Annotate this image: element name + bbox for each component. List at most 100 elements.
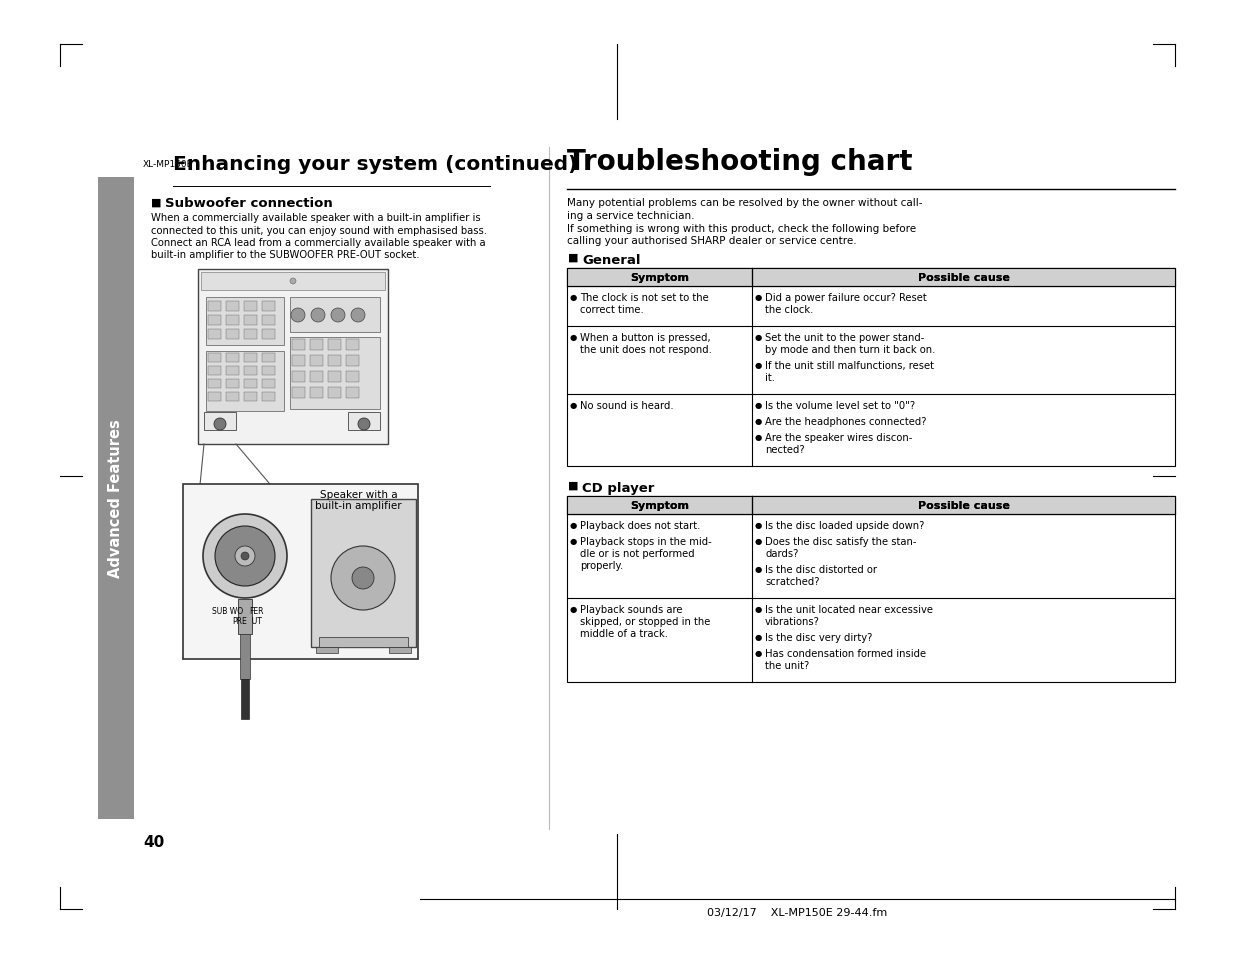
Text: ●: ●: [755, 648, 762, 658]
Bar: [567, 269, 1174, 287]
Bar: [346, 388, 359, 398]
Bar: [245, 315, 257, 326]
Bar: [226, 354, 240, 363]
Text: Has condensation formed inside: Has condensation formed inside: [764, 648, 926, 659]
Bar: [207, 393, 221, 401]
Circle shape: [351, 309, 366, 323]
Bar: [346, 355, 359, 367]
Bar: [567, 497, 1174, 515]
Bar: [567, 269, 1174, 287]
Text: Advanced Features: Advanced Features: [109, 419, 124, 578]
Text: CD player: CD player: [582, 481, 655, 495]
Text: Does the disc satisfy the stan-: Does the disc satisfy the stan-: [764, 537, 916, 546]
Text: ●: ●: [755, 333, 762, 341]
Bar: [201, 273, 385, 291]
Bar: [183, 484, 417, 659]
Bar: [98, 178, 135, 820]
Bar: [290, 337, 380, 410]
Circle shape: [203, 515, 287, 598]
Text: ●: ●: [755, 360, 762, 370]
Bar: [291, 339, 305, 351]
Text: ●: ●: [571, 604, 577, 614]
Text: Enhancing your system (continued): Enhancing your system (continued): [173, 154, 578, 173]
Bar: [290, 297, 380, 333]
Text: calling your authorised SHARP dealer or service centre.: calling your authorised SHARP dealer or …: [567, 236, 857, 246]
Text: Is the volume level set to "0"?: Is the volume level set to "0"?: [764, 400, 915, 411]
Bar: [329, 388, 341, 398]
Text: Possible cause: Possible cause: [918, 273, 1009, 283]
Text: Possible cause: Possible cause: [918, 500, 1009, 511]
Circle shape: [352, 567, 374, 589]
Text: ●: ●: [755, 400, 762, 410]
Bar: [262, 379, 275, 389]
Bar: [291, 372, 305, 382]
Text: ■: ■: [151, 198, 162, 208]
Text: connected to this unit, you can enjoy sound with emphasised bass.: connected to this unit, you can enjoy so…: [151, 225, 487, 235]
Text: XL-MP150E: XL-MP150E: [143, 160, 193, 169]
Bar: [348, 413, 380, 431]
Bar: [262, 367, 275, 375]
Bar: [329, 372, 341, 382]
Text: Is the disc loaded upside down?: Is the disc loaded upside down?: [764, 520, 924, 531]
Text: Is the disc very dirty?: Is the disc very dirty?: [764, 633, 872, 642]
Bar: [207, 379, 221, 389]
Text: Speaker with a: Speaker with a: [320, 490, 398, 499]
Bar: [207, 330, 221, 339]
Text: FER: FER: [249, 606, 263, 616]
Text: Is the disc distorted or: Is the disc distorted or: [764, 564, 877, 575]
Bar: [207, 354, 221, 363]
Text: ●: ●: [755, 293, 762, 302]
Text: properly.: properly.: [580, 560, 624, 571]
Text: Did a power failure occur? Reset: Did a power failure occur? Reset: [764, 293, 926, 303]
Text: Playback sounds are: Playback sounds are: [580, 604, 683, 615]
Bar: [311, 499, 416, 647]
Text: When a button is pressed,: When a button is pressed,: [580, 333, 710, 343]
Text: ●: ●: [571, 400, 577, 410]
Text: ●: ●: [571, 537, 577, 545]
Text: the unit?: the unit?: [764, 660, 809, 670]
Bar: [310, 355, 324, 367]
Text: Symptom: Symptom: [630, 500, 689, 511]
Text: Connect an RCA lead from a commercially available speaker with a: Connect an RCA lead from a commercially …: [151, 237, 485, 248]
Text: Possible cause: Possible cause: [918, 500, 1009, 511]
Bar: [310, 388, 324, 398]
Bar: [389, 647, 411, 654]
Text: Symptom: Symptom: [630, 273, 689, 283]
Bar: [245, 379, 257, 389]
Text: the unit does not respond.: the unit does not respond.: [580, 345, 711, 355]
Bar: [310, 372, 324, 382]
Bar: [567, 497, 1174, 515]
Bar: [207, 315, 221, 326]
Bar: [567, 497, 1174, 682]
Text: Troubleshooting chart: Troubleshooting chart: [567, 148, 913, 175]
Bar: [240, 635, 249, 679]
Text: PRE: PRE: [232, 617, 247, 625]
Text: If something is wrong with this product, check the following before: If something is wrong with this product,…: [567, 223, 916, 233]
Text: scratched?: scratched?: [764, 577, 820, 586]
Bar: [245, 302, 257, 312]
Text: by mode and then turn it back on.: by mode and then turn it back on.: [764, 345, 935, 355]
Text: Are the speaker wires discon-: Are the speaker wires discon-: [764, 433, 913, 442]
Circle shape: [358, 418, 370, 431]
Text: ●: ●: [755, 633, 762, 641]
Text: ■: ■: [568, 253, 578, 263]
Bar: [241, 679, 249, 720]
Text: Playback stops in the mid-: Playback stops in the mid-: [580, 537, 711, 546]
Bar: [198, 270, 388, 444]
Bar: [245, 330, 257, 339]
Bar: [262, 393, 275, 401]
Bar: [329, 339, 341, 351]
Circle shape: [241, 553, 249, 560]
Text: built-in amplifier to the SUBWOOFER PRE-OUT socket.: built-in amplifier to the SUBWOOFER PRE-…: [151, 251, 420, 260]
Circle shape: [290, 278, 296, 285]
Text: vibrations?: vibrations?: [764, 617, 820, 626]
Text: ●: ●: [571, 520, 577, 530]
Circle shape: [311, 309, 325, 323]
Bar: [226, 367, 240, 375]
Text: it.: it.: [764, 373, 776, 382]
Text: 40: 40: [143, 834, 164, 849]
Bar: [245, 393, 257, 401]
Text: Subwoofer connection: Subwoofer connection: [165, 196, 332, 210]
Text: Symptom: Symptom: [630, 273, 689, 283]
Text: dards?: dards?: [764, 548, 798, 558]
